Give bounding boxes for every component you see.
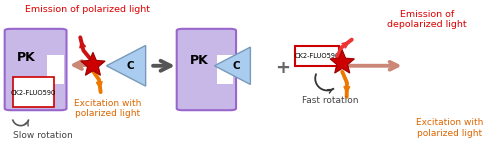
FancyBboxPatch shape [4, 29, 66, 110]
Bar [13, 77, 54, 107]
Text: Emission of polarized light: Emission of polarized light [26, 5, 150, 14]
Polygon shape [330, 50, 354, 73]
Text: Excitation with
polarized light: Excitation with polarized light [74, 99, 142, 118]
Bar [295, 46, 339, 66]
Bar [46, 55, 64, 84]
Text: PK: PK [17, 51, 36, 64]
Text: Emission of
depolarized light: Emission of depolarized light [387, 10, 467, 29]
Text: CK2-FLUO590: CK2-FLUO590 [11, 90, 56, 96]
Text: C: C [232, 61, 240, 71]
Text: CK2-FLUO590: CK2-FLUO590 [294, 53, 340, 59]
Text: Fast rotation: Fast rotation [302, 96, 358, 105]
Text: +: + [275, 59, 290, 77]
Polygon shape [81, 52, 105, 75]
Text: Excitation with
polarized light: Excitation with polarized light [416, 118, 483, 138]
Polygon shape [106, 45, 146, 86]
Bar [217, 55, 234, 84]
FancyBboxPatch shape [176, 29, 236, 110]
Text: PK: PK [190, 54, 208, 67]
Text: C: C [126, 61, 134, 71]
Polygon shape [214, 47, 250, 84]
Text: Slow rotation: Slow rotation [13, 131, 73, 140]
